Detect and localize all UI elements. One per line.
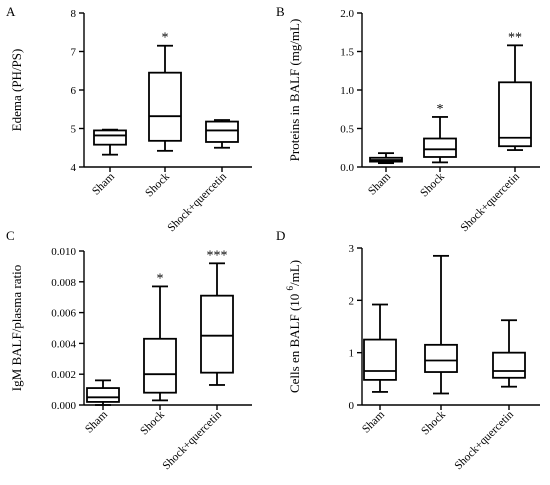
y-tick-label: 7: [71, 47, 77, 59]
box-sham: [93, 128, 127, 156]
box-sham: [363, 303, 397, 393]
y-axis-label: IgM BALF/plasma ratio: [9, 265, 24, 391]
y-tick-label: 0.0: [340, 162, 354, 174]
panel-d: D Cells en BALF (10 6/mL) 0 1 2 3 Sham Shock Sho…: [276, 228, 540, 472]
significance-marker: **: [508, 30, 522, 45]
y-tick-label: 2: [349, 295, 355, 307]
panel-letter: A: [6, 4, 16, 19]
y-tick-label: 6: [71, 85, 77, 97]
y-tick-label: 1.0: [340, 85, 354, 97]
iqr-box: [86, 387, 120, 403]
y-tick-label: 0.004: [51, 338, 76, 350]
category-label: Shock: [418, 170, 447, 199]
y-tick-label: 3: [349, 243, 355, 255]
iqr-box: [200, 294, 234, 374]
category-label: Shock+quercetin: [458, 170, 522, 234]
y-axis-label: Proteins in BALF (mg/mL): [287, 19, 302, 162]
category-label: Shock+quercetin: [160, 408, 224, 472]
iqr-box: [498, 81, 532, 148]
category-label: Sham: [83, 409, 110, 436]
significance-marker: *: [157, 271, 164, 286]
significance-marker: *: [162, 31, 169, 46]
box-sham: [369, 152, 403, 165]
category-label: Sham: [360, 409, 387, 436]
box-shock: *: [148, 31, 182, 152]
panel-letter: D: [276, 228, 285, 243]
category-label: Shock: [143, 170, 172, 199]
y-axis-label: Cells en BALF (10 6/mL): [285, 260, 302, 393]
category-label: Sham: [90, 171, 117, 198]
category-label: Sham: [366, 171, 393, 198]
iqr-box: [93, 129, 127, 146]
box-sham: [86, 379, 120, 406]
y-tick-label: 0.008: [51, 277, 76, 289]
iqr-box: [423, 137, 457, 158]
category-label: Shock: [138, 408, 167, 437]
y-tick-label: 0.006: [51, 308, 76, 320]
y-tick-label: 0: [349, 400, 355, 412]
box-shock-quercetin: [492, 319, 526, 388]
panel-letter: B: [276, 4, 285, 19]
iqr-box: [143, 337, 177, 394]
y-tick-label: 0.5: [340, 124, 354, 136]
box-shock: *: [143, 271, 177, 402]
iqr-box: [363, 338, 397, 381]
y-tick-label: 5: [71, 124, 77, 136]
panel-a: A Edema (PH/PS) 4 5 6 7 8 Sham ShockShock+querce…: [6, 4, 252, 234]
iqr-box: [205, 120, 239, 143]
category-label: Shock+quercetin: [165, 170, 229, 234]
box-shock-quercetin: ***: [200, 248, 234, 386]
y-tick-label: 0.002: [51, 369, 76, 381]
box-shock: *: [423, 102, 457, 164]
iqr-box: [148, 71, 182, 142]
y-tick-label: 2.0: [340, 8, 354, 20]
y-tick-label: 8: [71, 8, 77, 20]
panel-letter: C: [6, 228, 15, 243]
y-axis-label: Edema (PH/PS): [9, 49, 24, 132]
iqr-box: [492, 351, 526, 379]
box-shock-quercetin: [205, 119, 239, 149]
category-label: Shock: [419, 408, 448, 437]
significance-marker: *: [437, 102, 444, 117]
category-label: Shock+quercetin: [452, 408, 516, 472]
iqr-box: [424, 343, 458, 373]
y-tick-label: 1.5: [340, 47, 354, 59]
y-tick-label: 4: [71, 162, 77, 174]
y-tick-label: 0.000: [51, 400, 76, 412]
panel-c: C IgM BALF/plasma ratio 0.000 0.002 0.004 0.0…: [6, 228, 252, 472]
y-tick-label: 0.010: [51, 246, 76, 258]
y-tick-label: 1: [349, 348, 355, 360]
significance-marker: ***: [207, 248, 228, 263]
box-shock: [424, 254, 458, 395]
box-shock-quercetin: **: [498, 30, 532, 151]
